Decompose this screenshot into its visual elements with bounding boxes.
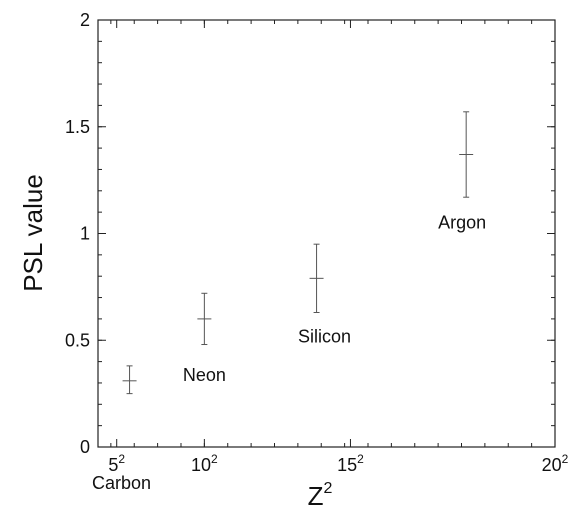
data-points: Carbon Neon Silicon Argon [92, 111, 486, 493]
y-tick-label: 2 [80, 10, 90, 30]
point-label: Silicon [298, 326, 351, 346]
y-tick-label: 1 [80, 224, 90, 244]
x-tick-label: 102 [191, 452, 218, 475]
y-tick-label: 0 [80, 437, 90, 457]
x-tick-label: 152 [337, 452, 364, 475]
data-point: Neon [183, 292, 226, 385]
point-label: Neon [183, 365, 226, 385]
x-tick-label: 202 [542, 452, 569, 475]
x-tick-label: 52 [108, 452, 125, 475]
x-axis-label: Z2 [308, 480, 333, 511]
x-axis-label-base: Z [308, 481, 324, 511]
point-label: Carbon [92, 473, 151, 493]
data-point: Carbon [92, 365, 151, 493]
point-label: Argon [438, 213, 486, 233]
y-tick-label: 0.5 [65, 330, 90, 350]
x-axis-label-sup: 2 [323, 480, 332, 497]
x-axis: 52 102 152 202 [108, 20, 569, 475]
data-point: Argon [438, 111, 486, 233]
y-tick-label: 1.5 [65, 117, 90, 137]
y-axis-label: PSL value [18, 174, 48, 292]
data-point: Silicon [298, 243, 351, 346]
plot-frame [97, 19, 556, 448]
y-axis: 0 0.5 1 1.5 2 [65, 10, 555, 457]
